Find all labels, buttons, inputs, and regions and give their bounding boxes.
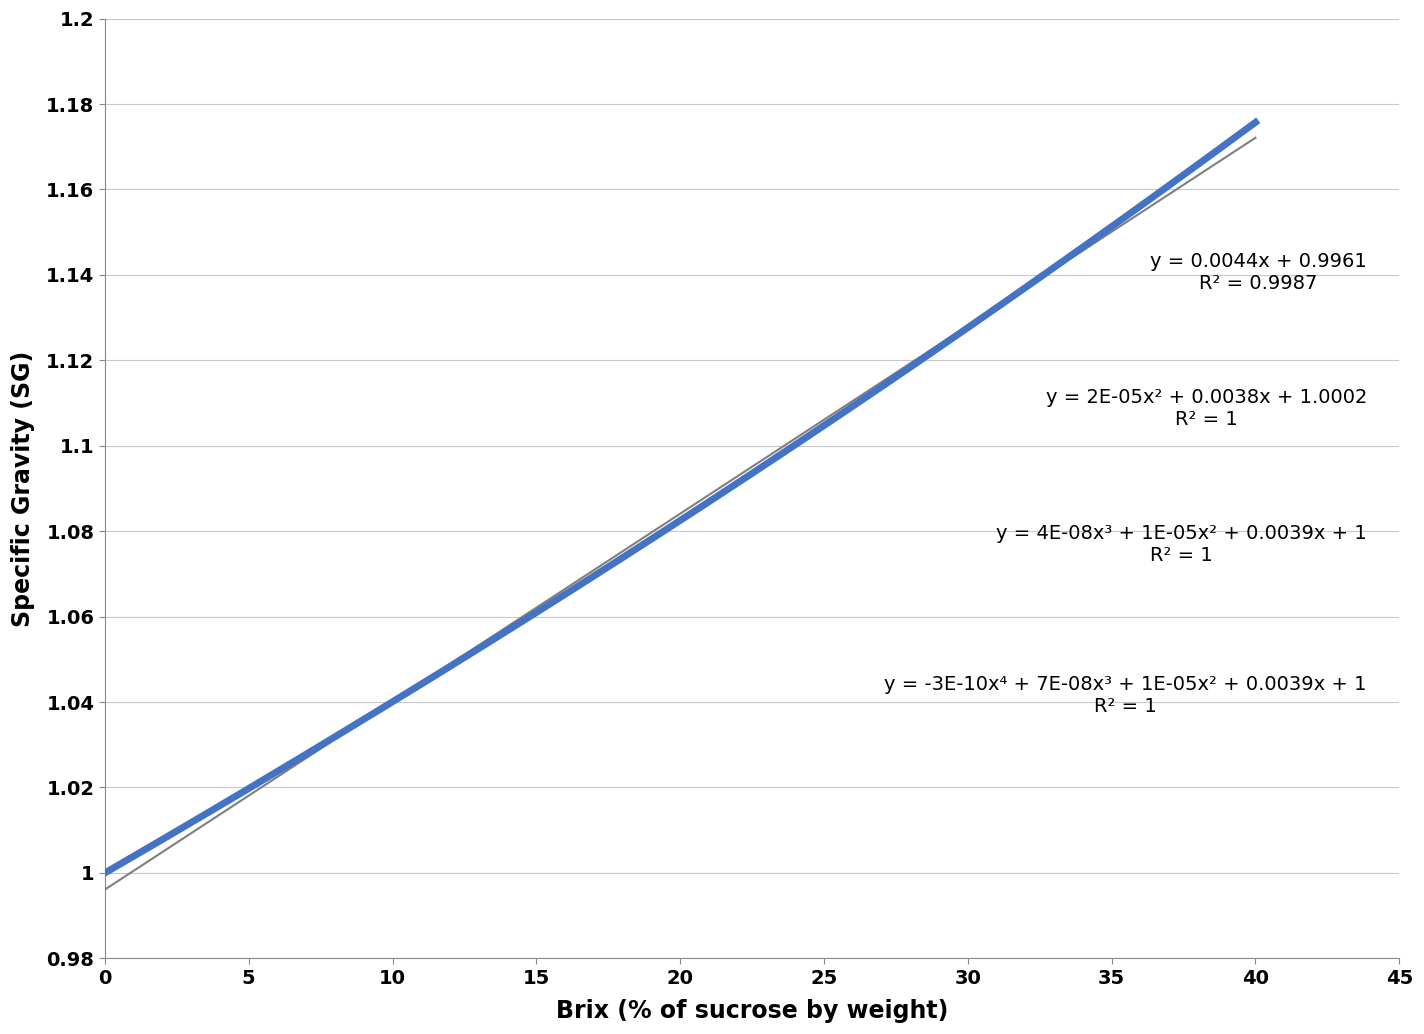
X-axis label: Brix (% of sucrose by weight): Brix (% of sucrose by weight) [555,999,948,1023]
Text: y = -3E-10x⁴ + 7E-08x³ + 1E-05x² + 0.0039x + 1
R² = 1: y = -3E-10x⁴ + 7E-08x³ + 1E-05x² + 0.003… [884,675,1367,716]
Text: y = 4E-08x³ + 1E-05x² + 0.0039x + 1
R² = 1: y = 4E-08x³ + 1E-05x² + 0.0039x + 1 R² =… [997,524,1367,566]
Text: y = 2E-05x² + 0.0038x + 1.0002
R² = 1: y = 2E-05x² + 0.0038x + 1.0002 R² = 1 [1045,388,1367,429]
Y-axis label: Specific Gravity (SG): Specific Gravity (SG) [11,351,36,627]
Text: y = 0.0044x + 0.9961
R² = 0.9987: y = 0.0044x + 0.9961 R² = 0.9987 [1151,252,1367,293]
